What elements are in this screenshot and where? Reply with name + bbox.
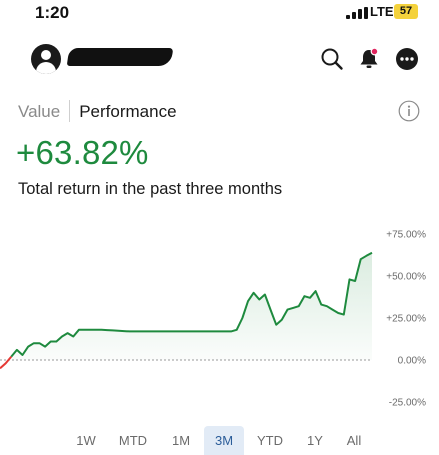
- network-label: LTE: [370, 4, 394, 19]
- range-tab-1y[interactable]: 1Y: [307, 433, 323, 448]
- signal-icon: [346, 7, 368, 19]
- user-icon[interactable]: [31, 44, 61, 74]
- tab-performance[interactable]: Performance: [79, 102, 177, 121]
- range-tab-1m[interactable]: 1M: [171, 433, 191, 448]
- y-tick-label: -25.00%: [389, 398, 426, 409]
- range-tab-all[interactable]: All: [346, 433, 362, 448]
- performance-line-negative: [0, 355, 13, 370]
- total-return-caption: Total return in the past three months: [18, 180, 283, 198]
- range-tab-mtd[interactable]: MTD: [118, 433, 148, 448]
- range-tab-3m[interactable]: 3M: [204, 426, 244, 455]
- time-range-tabs: 1W MTD 1M 3M YTD 1Y All: [0, 426, 439, 455]
- status-time: 1:20: [35, 3, 70, 22]
- range-tab-ytd[interactable]: YTD: [257, 433, 283, 448]
- bell-icon[interactable]: [355, 45, 383, 73]
- status-bar: 1:20 LTE 57: [0, 0, 439, 26]
- view-toggle: Value Performance: [18, 100, 177, 122]
- app-header: [0, 40, 439, 80]
- notification-dot: [370, 47, 379, 56]
- performance-chart[interactable]: +75.00% +50.00% +25.00% 0.00% -25.00%: [0, 220, 439, 415]
- y-tick-label: +25.00%: [386, 314, 426, 325]
- range-tab-1w[interactable]: 1W: [76, 433, 96, 448]
- total-return-value: +63.82%: [16, 134, 149, 171]
- info-icon[interactable]: [398, 100, 420, 122]
- performance-line: [10, 251, 373, 358]
- y-tick-label: 0.00%: [398, 356, 426, 367]
- username-redacted: [66, 48, 174, 66]
- tab-value[interactable]: Value: [18, 102, 61, 121]
- battery-indicator: 57: [394, 4, 418, 19]
- performance-area: [11, 252, 373, 360]
- more-icon[interactable]: [393, 45, 421, 73]
- search-icon[interactable]: [318, 45, 346, 73]
- y-tick-label: +75.00%: [386, 230, 426, 241]
- y-tick-label: +50.00%: [386, 272, 426, 283]
- toggle-divider: [69, 100, 71, 122]
